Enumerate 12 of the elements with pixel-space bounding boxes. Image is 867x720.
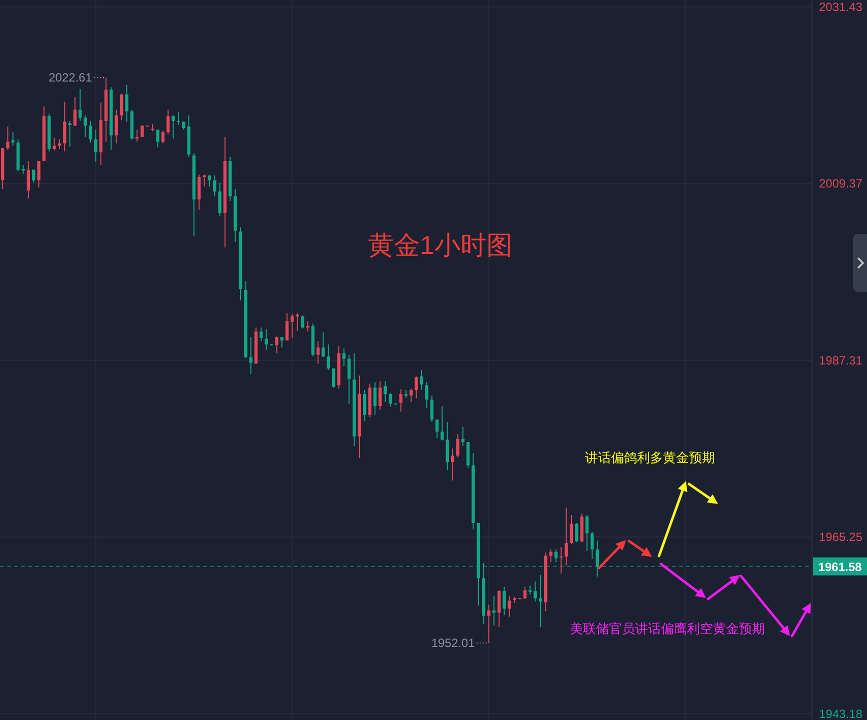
title: 黄金1小时图 [368, 230, 512, 260]
ref-line-label: 1961.58 [818, 560, 862, 574]
annotation: 美联储官员讲话偏鹰利空黄金预期 [570, 621, 765, 636]
ref-label: 1961.58 [813, 557, 867, 576]
ytick-label: 1987.31 [819, 353, 862, 368]
annotation: 2022.61 [48, 70, 92, 85]
ytick-label: 1943.18 [819, 706, 862, 720]
ytick-label: 2009.37 [819, 176, 862, 191]
ytick-label: 1965.25 [819, 530, 862, 544]
ytick-label: 2031.43 [819, 0, 862, 14]
annotation: 1952.01 [431, 636, 475, 650]
annotation: 讲话偏鸽利多黄金预期 [585, 450, 715, 465]
